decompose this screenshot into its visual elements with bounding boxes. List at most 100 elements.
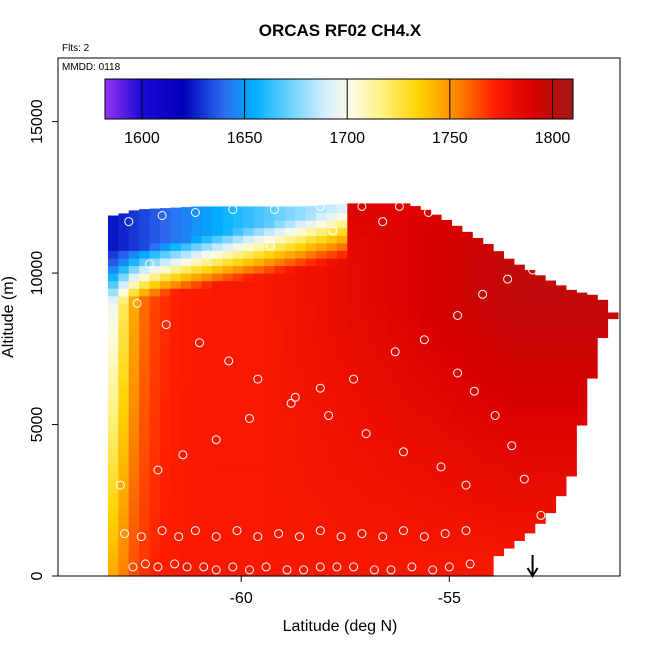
heatmap-cell <box>493 401 505 410</box>
heatmap-cell <box>316 227 328 236</box>
heatmap-cell <box>440 242 452 251</box>
heatmap-cell <box>118 568 130 577</box>
heatmap-cell <box>305 265 317 274</box>
heatmap-cell <box>493 492 505 501</box>
flight-point <box>503 274 513 284</box>
latitude-marker-arrow <box>526 555 539 578</box>
heatmap-cell <box>149 318 161 327</box>
heatmap-cell <box>576 333 588 342</box>
heatmap-cell <box>440 454 452 463</box>
heatmap-cell <box>472 333 484 342</box>
heatmap-cell <box>409 333 421 342</box>
heatmap-cell <box>368 507 380 517</box>
heatmap-cell <box>159 416 171 426</box>
heatmap-cell <box>368 439 380 448</box>
heatmap-cell <box>336 250 348 259</box>
heatmap-cell <box>159 363 171 373</box>
heatmap-cell <box>159 469 171 479</box>
heatmap-cell <box>472 310 484 320</box>
heatmap-cell <box>555 401 567 410</box>
heatmap-cell <box>388 530 400 539</box>
heatmap-cell <box>409 295 421 304</box>
heatmap-cell <box>191 492 203 501</box>
flight-point <box>399 526 408 536</box>
heatmap-cell <box>107 424 119 433</box>
flight-point <box>507 441 517 451</box>
heatmap-cell <box>451 295 463 304</box>
heatmap-cell <box>440 310 452 320</box>
heatmap-cell <box>347 409 359 418</box>
heatmap-cell <box>295 379 307 388</box>
heatmap-cell <box>409 522 421 532</box>
heatmap-cell <box>243 341 255 350</box>
heatmap-cell <box>378 469 390 479</box>
heatmap-cell <box>493 545 505 554</box>
heatmap-cell <box>336 492 348 501</box>
heatmap-cell <box>368 432 380 441</box>
heatmap-cell <box>118 530 130 539</box>
heatmap-cell <box>461 462 473 471</box>
heatmap-cell <box>232 568 244 577</box>
heatmap-cell <box>243 371 255 380</box>
heatmap-cell <box>388 379 400 388</box>
heatmap-cell <box>305 326 317 335</box>
heatmap-cell <box>357 515 369 524</box>
heatmap-cell <box>461 326 473 335</box>
heatmap-cell <box>388 538 400 547</box>
heatmap-cell <box>503 469 515 479</box>
heatmap-cell <box>565 318 577 327</box>
heatmap-cell <box>316 205 328 214</box>
heatmap-cell <box>149 310 161 320</box>
heatmap-cell <box>295 409 307 418</box>
heatmap-cell <box>399 507 411 517</box>
heatmap-cell <box>149 208 161 214</box>
heatmap-cell <box>513 492 525 501</box>
heatmap-cell <box>336 303 348 312</box>
heatmap-cell <box>409 220 421 229</box>
heatmap-cell <box>305 538 317 547</box>
heatmap-cell <box>107 432 119 441</box>
heatmap-cell <box>253 409 265 418</box>
heatmap-cell <box>472 538 484 547</box>
heatmap-cell <box>357 257 369 267</box>
heatmap-cell <box>180 500 192 509</box>
heatmap-cell <box>440 379 452 388</box>
heatmap-cell <box>357 204 369 214</box>
heatmap-cell <box>347 288 359 297</box>
heatmap-cell <box>222 401 234 410</box>
heatmap-cell <box>243 379 255 388</box>
heatmap-cell <box>274 288 286 297</box>
heatmap-cell <box>274 409 286 418</box>
heatmap-cell <box>253 401 265 410</box>
heatmap-cell <box>399 538 411 547</box>
heatmap-cell <box>212 288 224 297</box>
heatmap-cell <box>222 363 234 373</box>
heatmap-cell <box>524 485 536 494</box>
heatmap-cell <box>149 515 161 524</box>
heatmap-cell <box>326 515 338 524</box>
heatmap-cell <box>253 469 265 479</box>
heatmap-cell <box>451 227 463 236</box>
heatmap-cell <box>368 371 380 380</box>
heatmap-cell <box>212 394 224 403</box>
heatmap-cell <box>513 409 525 418</box>
heatmap-cell <box>326 477 338 486</box>
heatmap-cell <box>274 356 286 365</box>
heatmap-cell <box>586 326 598 335</box>
heatmap-cell <box>493 394 505 403</box>
heatmap-cell <box>284 273 296 282</box>
heatmap-cell <box>545 371 557 380</box>
heatmap-cell <box>461 288 473 297</box>
heatmap-cell <box>295 432 307 441</box>
heatmap-cell <box>149 416 161 426</box>
heatmap-cell <box>316 545 328 554</box>
heatmap-cell <box>107 250 119 259</box>
heatmap-cell <box>524 454 536 463</box>
heatmap-cell <box>305 295 317 304</box>
heatmap-cell <box>493 424 505 433</box>
heatmap-cell <box>378 348 390 357</box>
heatmap-cell <box>149 280 161 289</box>
heatmap-cell <box>503 295 515 304</box>
heatmap-cell <box>212 348 224 357</box>
heatmap-cell <box>149 401 161 410</box>
